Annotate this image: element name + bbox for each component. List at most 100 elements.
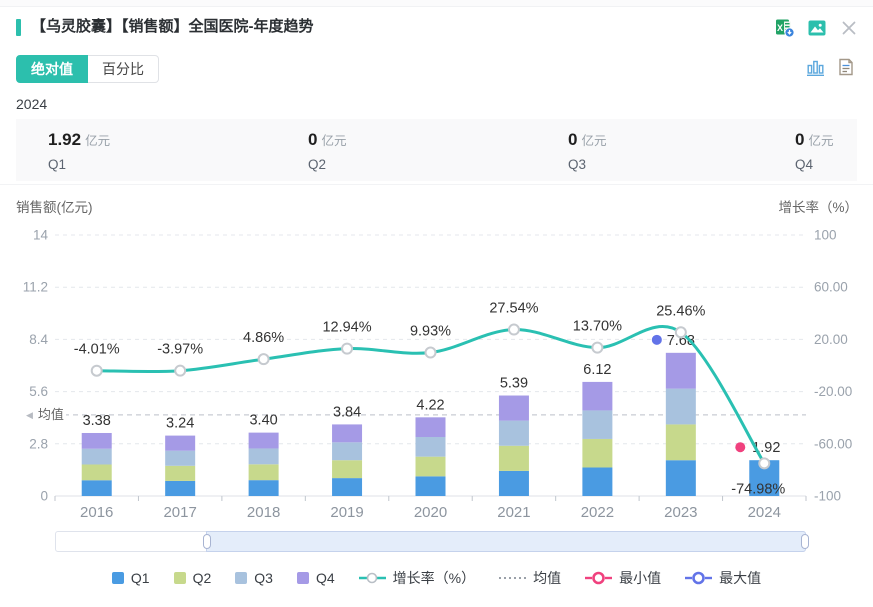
bar-segment-q3-2019[interactable] xyxy=(332,442,363,461)
bar-segment-q2-2021[interactable] xyxy=(498,445,529,471)
bar-segment-q1-2023[interactable] xyxy=(665,460,696,496)
bar-segment-q1-2018[interactable] xyxy=(248,480,279,496)
bar-segment-q2-2023[interactable] xyxy=(665,424,696,461)
svg-text:3.40: 3.40 xyxy=(249,413,277,429)
bar-segment-q2-2019[interactable] xyxy=(332,460,363,479)
bar-segment-q1-2017[interactable] xyxy=(165,480,196,496)
svg-text:2018: 2018 xyxy=(247,504,280,521)
bar-segment-q2-2016[interactable] xyxy=(81,464,112,481)
svg-text:-20.00: -20.00 xyxy=(814,384,852,399)
data-zoom-right-handle[interactable] xyxy=(801,534,809,549)
svg-text:5.39: 5.39 xyxy=(500,376,528,392)
svg-text:100: 100 xyxy=(814,228,837,243)
bar-chart-view-icon[interactable] xyxy=(804,56,826,78)
growth-marker-2023[interactable] xyxy=(674,326,687,339)
bar-segment-q1-2022[interactable] xyxy=(582,467,613,496)
excel-export-icon[interactable]: X xyxy=(774,17,795,38)
bar-segment-q4-2019[interactable] xyxy=(332,424,363,443)
bar-segment-q3-2016[interactable] xyxy=(81,448,112,465)
bar-segment-q4-2017[interactable] xyxy=(165,435,196,451)
legend-dashed-icon xyxy=(499,577,527,579)
summary-value: 1.92 亿元 xyxy=(48,130,111,149)
svg-text:2020: 2020 xyxy=(414,504,447,521)
bar-segment-q3-2022[interactable] xyxy=(582,410,613,439)
bar-segment-q2-2018[interactable] xyxy=(248,464,279,481)
bar-segment-q3-2017[interactable] xyxy=(165,450,196,466)
trend-chart[interactable]: 14 100 11.2 60.00 8.4 20.00 5.6 -20.00 2.8 -60.00… xyxy=(0,220,873,525)
bar-segment-q1-2021[interactable] xyxy=(498,470,529,496)
bar-segment-q2-2022[interactable] xyxy=(582,438,613,468)
bar-segment-q1-2016[interactable] xyxy=(81,480,112,496)
growth-line-markers[interactable] xyxy=(90,323,771,470)
legend-swatch xyxy=(235,572,248,584)
growth-marker-2017[interactable] xyxy=(174,364,187,377)
growth-marker-2022[interactable] xyxy=(591,341,604,354)
data-zoom-slider[interactable] xyxy=(55,531,809,552)
mean-flag: ◀ 均值 xyxy=(26,407,66,423)
min-value-marker[interactable] xyxy=(735,442,746,453)
bar-segment-q4-2023[interactable] xyxy=(665,352,696,389)
x-axis-labels: 2016 2017 2018 2019 2020 2021 2022 2023 2024 xyxy=(80,504,781,521)
growth-marker-2016[interactable] xyxy=(90,364,103,377)
image-download-icon[interactable] xyxy=(806,17,827,38)
svg-text:-3.97%: -3.97% xyxy=(157,342,203,358)
tab-percentage[interactable]: 百分比 xyxy=(88,55,159,83)
svg-text:3.38: 3.38 xyxy=(83,413,111,429)
svg-text:2019: 2019 xyxy=(330,504,363,521)
bar-segment-q3-2021[interactable] xyxy=(498,420,529,446)
window-top-edge xyxy=(0,0,873,7)
bar-segment-q3-2023[interactable] xyxy=(665,388,696,425)
svg-text:14: 14 xyxy=(33,228,49,243)
legend-label: Q3 xyxy=(254,570,273,586)
mean-flag-arrow-icon: ◀ xyxy=(26,409,33,420)
growth-marker-2024[interactable] xyxy=(758,457,771,470)
close-icon[interactable] xyxy=(838,17,859,38)
bar-segment-q4-2018[interactable] xyxy=(248,432,279,449)
data-zoom-selected-range[interactable] xyxy=(203,531,809,552)
summary-value: 0 亿元 xyxy=(308,130,347,149)
summary-unit: 亿元 xyxy=(85,134,111,148)
bars-group[interactable] xyxy=(81,352,780,496)
legend-item-[interactable]: 最小值 xyxy=(585,568,661,588)
legend-item-[interactable]: 最大值 xyxy=(685,568,761,588)
header-toolbar: X xyxy=(774,17,859,38)
legend-label: 最大值 xyxy=(719,570,762,586)
svg-text:11.2: 11.2 xyxy=(23,280,48,295)
svg-text:-60.00: -60.00 xyxy=(814,436,852,451)
legend-item-q4[interactable]: Q4 xyxy=(296,570,335,586)
svg-text:6.12: 6.12 xyxy=(583,362,611,378)
svg-text:9.93%: 9.93% xyxy=(410,324,451,340)
bar-segment-q4-2016[interactable] xyxy=(81,432,112,449)
summary-quarter-label: Q2 xyxy=(308,157,327,172)
report-view-icon[interactable] xyxy=(835,56,857,78)
tab-absolute-value[interactable]: 绝对值 xyxy=(16,55,88,83)
data-zoom-left-handle[interactable] xyxy=(203,534,211,549)
svg-text:-100: -100 xyxy=(814,489,841,504)
growth-marker-2018[interactable] xyxy=(257,353,270,366)
svg-text:20.00: 20.00 xyxy=(814,332,848,347)
bar-segment-q4-2021[interactable] xyxy=(498,395,529,421)
growth-marker-2021[interactable] xyxy=(507,323,520,336)
chart-legend: Q1 Q2 Q3 Q4 增长率（%） 均值 最小值 最大值 xyxy=(0,568,873,588)
max-value-marker[interactable] xyxy=(651,334,662,345)
bar-segment-q1-2020[interactable] xyxy=(415,476,446,496)
legend-item-q3[interactable]: Q3 xyxy=(235,570,273,586)
bar-segment-q2-2020[interactable] xyxy=(415,456,446,477)
svg-text:-4.01%: -4.01% xyxy=(74,342,120,358)
svg-text:2023: 2023 xyxy=(664,504,697,521)
growth-marker-2020[interactable] xyxy=(424,346,437,359)
legend-item-q2[interactable]: Q2 xyxy=(173,570,211,586)
bar-segment-q2-2017[interactable] xyxy=(165,465,196,481)
legend-item-[interactable]: 增长率（%） xyxy=(358,568,475,588)
bar-segment-q3-2020[interactable] xyxy=(415,436,446,457)
legend-item-[interactable]: 均值 xyxy=(499,568,561,588)
legend-item-q1[interactable]: Q1 xyxy=(111,570,150,586)
svg-text:2.8: 2.8 xyxy=(29,436,48,451)
bar-segment-q4-2022[interactable] xyxy=(582,381,613,411)
sales-axis-title: 销售额(亿元) xyxy=(16,200,93,215)
bar-segment-q4-2020[interactable] xyxy=(415,417,446,437)
svg-text:2024: 2024 xyxy=(748,504,781,521)
bar-segment-q3-2018[interactable] xyxy=(248,448,279,465)
growth-marker-2019[interactable] xyxy=(341,342,354,355)
bar-segment-q1-2019[interactable] xyxy=(332,478,363,496)
